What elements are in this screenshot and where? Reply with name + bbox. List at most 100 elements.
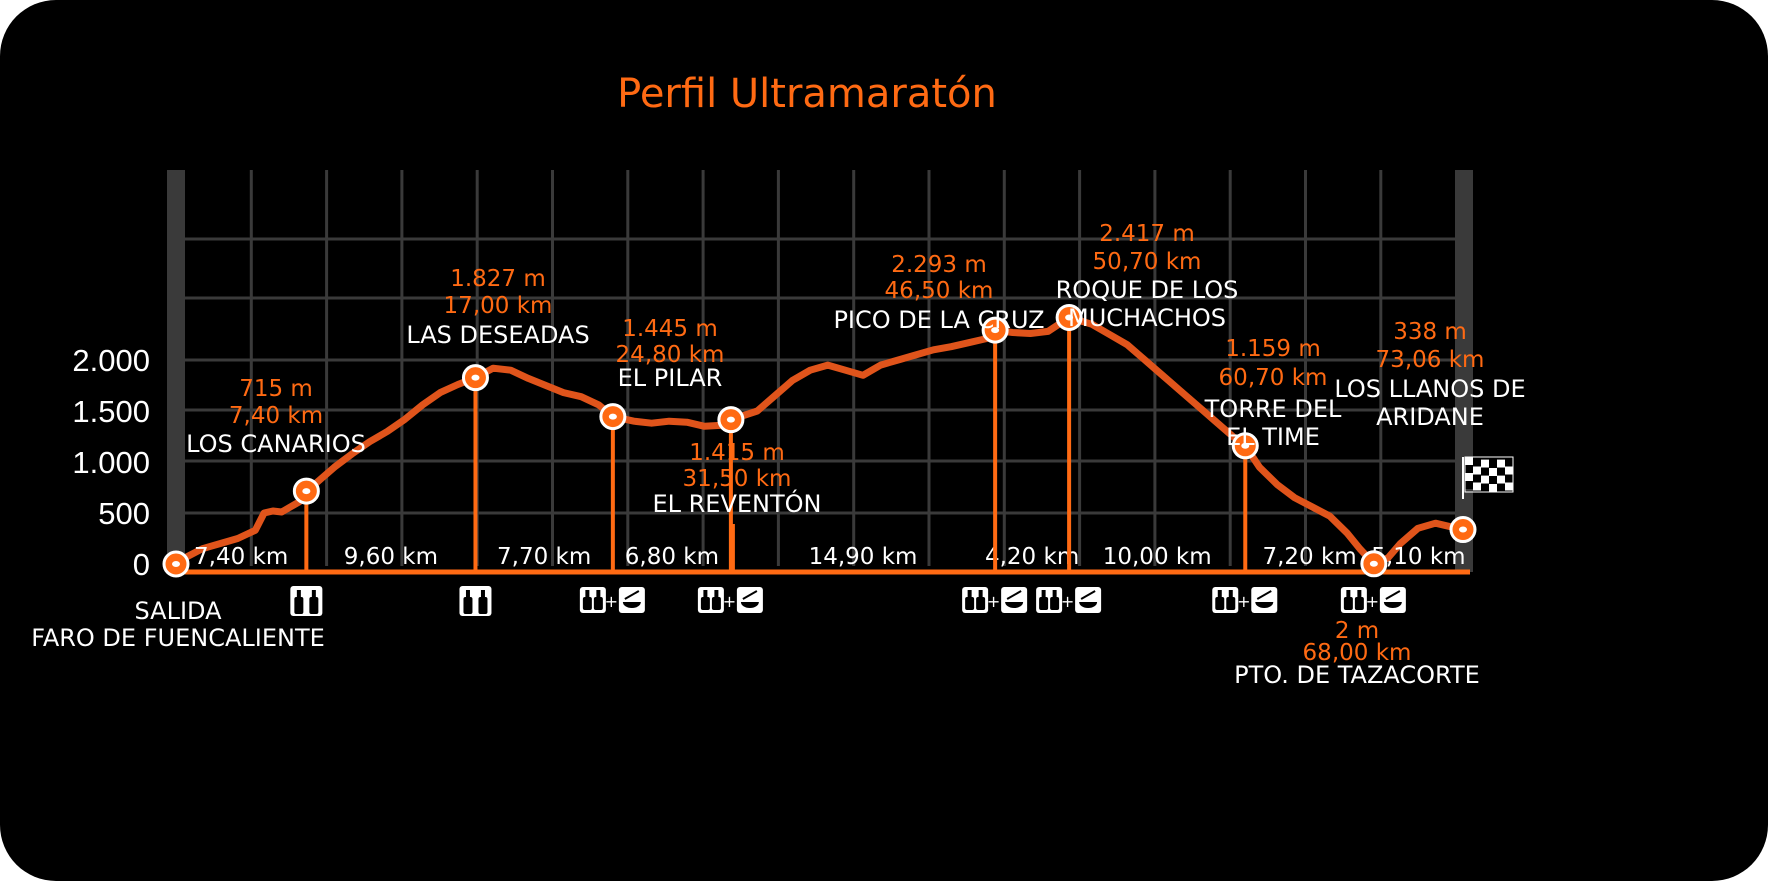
bottle-shape [1226, 597, 1236, 610]
bottle-cap [296, 590, 301, 598]
bottle-cap [311, 590, 316, 598]
checkpoint-distance-7: 60,70 km [1219, 365, 1328, 391]
flag-square [1481, 467, 1489, 476]
plus-icon: + [723, 592, 736, 611]
plus-icon: + [1237, 592, 1250, 611]
chart-title: Perfil Ultramaratón [617, 71, 997, 117]
checkpoint-elevation-5: 2.293 m [891, 252, 987, 278]
segment-distance-label-6: 10,00 km [1103, 544, 1212, 570]
utensil-icon [1385, 590, 1401, 600]
checkpoint-marker-dot [1459, 526, 1467, 533]
flag-square [1465, 457, 1473, 465]
checkpoint-name-5-line-0: PICO DE LA CRUZ [833, 306, 1044, 334]
flag-square [1505, 474, 1513, 483]
checkpoint-marker-9 [1449, 516, 1477, 544]
flag-square [1489, 460, 1497, 468]
food-icon-background [1379, 587, 1406, 613]
checkpoint-marker-1 [292, 477, 320, 505]
segment-distance-label-0: 7,40 km [194, 544, 288, 570]
plus-icon: + [605, 592, 618, 611]
checkpoint-distance-3: 24,80 km [616, 342, 725, 368]
water-food-aid-icon-7: + [1212, 587, 1278, 613]
checkpoint-marker-0 [162, 550, 190, 578]
checkpoint-marker-dot [726, 416, 735, 423]
y-tick-label-1500: 1.500 [72, 394, 150, 429]
bottle-shape [711, 597, 721, 610]
flag-square [1465, 473, 1473, 481]
flag-square [1465, 465, 1473, 473]
food-icon-background [1251, 587, 1278, 613]
flag-square [1481, 459, 1489, 468]
bottle-shape [294, 597, 304, 614]
flag-square [1497, 459, 1505, 468]
utensil-icon [1006, 590, 1022, 600]
bottle-cap [1357, 590, 1362, 598]
flag-square [1473, 474, 1481, 483]
food-icon-background [618, 587, 645, 613]
checkpoint-marker-7 [1231, 432, 1259, 460]
flag-square [1489, 468, 1497, 476]
bottle-shape [1050, 597, 1060, 610]
food-bowl-icon [1005, 602, 1024, 608]
food-icon-background [1075, 587, 1102, 613]
utensil-icon [742, 590, 758, 600]
bottle-cap [1041, 590, 1046, 598]
bottle-shape [478, 597, 488, 614]
flag-square [1473, 482, 1481, 491]
food-bowl-icon [1383, 602, 1402, 608]
y-tick-label-500: 500 [98, 496, 150, 531]
food-bowl-icon [1079, 602, 1098, 608]
bottle-shape [976, 597, 986, 610]
segment-distance-label-3: 6,80 km [625, 544, 719, 570]
water-food-aid-icon-6: + [1036, 587, 1102, 613]
checkpoint-name-7-line-1: EL TIME [1226, 423, 1320, 451]
checkpoint-distance-9: 73,06 km [1376, 347, 1485, 373]
checkpoint-distance-8: 68,00 km [1303, 640, 1412, 666]
checkpoint-marker-3 [599, 403, 627, 431]
water-food-aid-icon-8: + [1340, 587, 1406, 613]
checkpoint-elevation-8: 2 m [1335, 618, 1379, 644]
food-icon-background [736, 587, 763, 613]
checkpoint-distance-1: 7,40 km [229, 403, 323, 429]
y-tick-label-0: 0 [133, 547, 150, 582]
checkpoint-distance-2: 17,00 km [444, 293, 553, 319]
checkpoint-marker-5 [981, 316, 1009, 344]
utensil-icon [1256, 590, 1272, 600]
bottle-shape [593, 597, 603, 610]
flag-square [1497, 467, 1505, 476]
flag-square [1505, 466, 1513, 475]
bottle-cap [585, 590, 590, 598]
bottle-cap [1052, 590, 1057, 598]
checkpoint-name-6-line-0: ROQUE DE LOS [1056, 276, 1239, 304]
bottle-shape [1039, 597, 1049, 610]
checkpoint-marker-dot [471, 374, 480, 381]
bottle-cap [978, 590, 983, 598]
bottle-shape [1343, 597, 1353, 610]
checkpoint-marker-8 [1360, 550, 1388, 578]
checkpoint-name-3-line-0: EL PILAR [618, 364, 723, 392]
segment-distance-label-7: 7,20 km [1262, 544, 1356, 570]
flag-square [1505, 482, 1513, 491]
checkpoint-name-1-line-0: LOS CANARIOS [186, 430, 366, 458]
checkpoint-marker-4 [717, 406, 745, 434]
checkpoint-name-0-line-0: SALIDA [134, 597, 222, 625]
elevation-profile-line [172, 314, 1467, 568]
bottle-shape [309, 597, 319, 614]
bottle-shape [700, 597, 710, 610]
frame-left-bar [167, 170, 185, 572]
bottle-shape [1215, 597, 1225, 610]
checkpoint-marker-dot [608, 413, 617, 420]
checkpoint-marker-2 [461, 364, 489, 392]
flag-square [1497, 483, 1505, 492]
bottle-shape [582, 597, 592, 610]
utensil-icon [624, 590, 640, 600]
plus-icon: + [1366, 592, 1379, 611]
checkpoint-name-0-line-1: FARO DE FUENCALIENTE [31, 624, 325, 652]
finish-flag-icon [1462, 456, 1514, 499]
water-aid-icon-2 [459, 586, 492, 616]
utensil-icon [1080, 590, 1096, 600]
bottle-shape [965, 597, 975, 610]
plus-icon: + [987, 592, 1000, 611]
flag-square [1465, 481, 1473, 489]
